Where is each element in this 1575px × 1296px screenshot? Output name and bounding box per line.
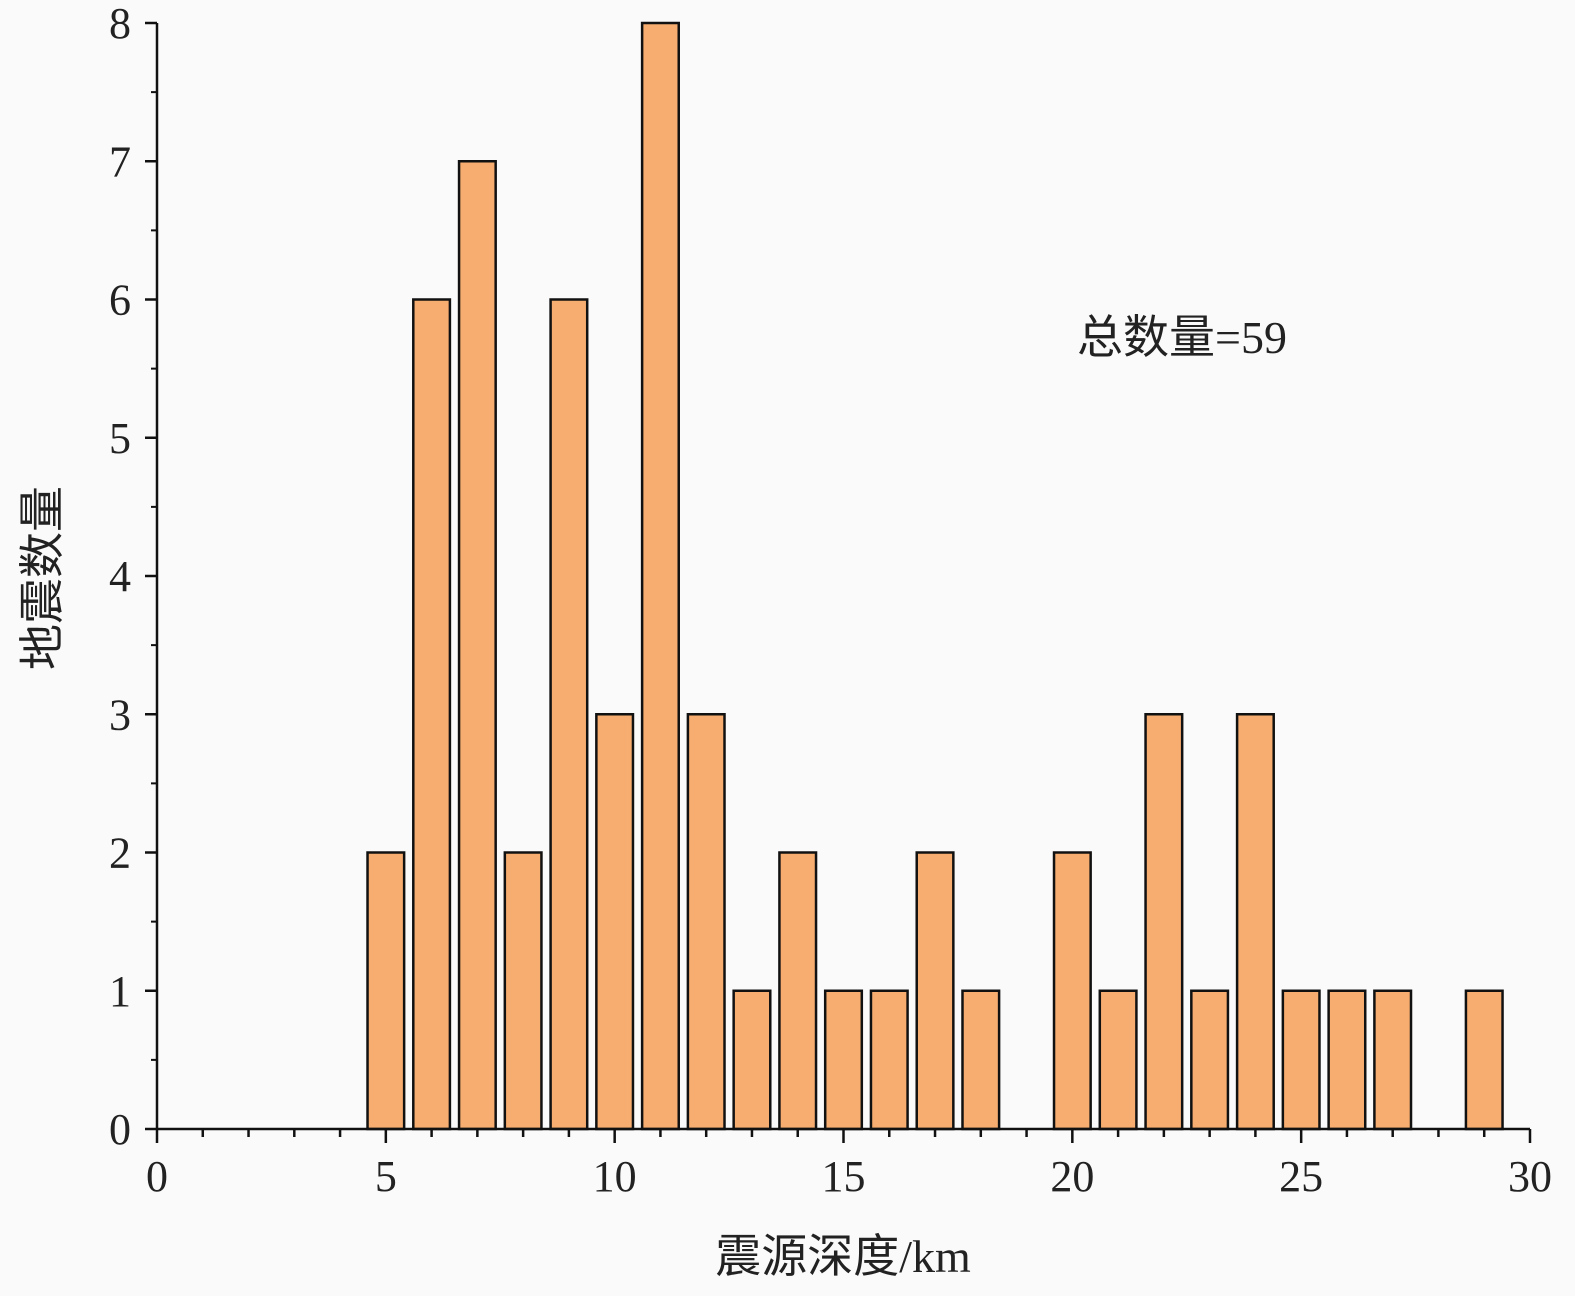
x-axis-title: 震源深度/km (715, 1231, 971, 1282)
bar-depth-16 (869, 989, 909, 1131)
y-tick-label-4: 4 (109, 552, 131, 601)
bar-depth-5 (366, 851, 406, 1131)
bar-depth-17 (915, 851, 955, 1131)
labels-layer: 震源深度/km 地震数量 总数量=59 (17, 312, 1287, 1282)
y-tick-label-6: 6 (109, 276, 131, 325)
axes-layer: 0 1 2 3 4 5 6 7 8 0 5 10 15 20 25 30 (109, 0, 1552, 1201)
total-count-annotation: 总数量=59 (1077, 312, 1287, 363)
bar-depth-23 (1190, 989, 1230, 1131)
bar-depth-7 (457, 160, 497, 1131)
bar-depth-9 (549, 298, 589, 1131)
bar-depth-13 (732, 989, 772, 1131)
x-tick-label-0: 0 (146, 1152, 168, 1201)
bar-depth-11 (640, 21, 680, 1131)
y-tick-label-1: 1 (109, 967, 131, 1016)
bars-layer (366, 21, 1504, 1131)
y-tick-label-3: 3 (109, 690, 131, 739)
bar-depth-8 (503, 851, 543, 1131)
bar-depth-26 (1327, 989, 1367, 1131)
y-tick-label-5: 5 (109, 414, 131, 463)
x-tick-label-5: 5 (375, 1152, 397, 1201)
bar-depth-22 (1144, 713, 1184, 1131)
y-tick-label-7: 7 (109, 137, 131, 186)
x-tick-label-25: 25 (1279, 1152, 1323, 1201)
bar-depth-20 (1052, 851, 1092, 1131)
y-axis-title: 地震数量 (17, 486, 68, 670)
y-tick-label-0: 0 (109, 1105, 131, 1154)
x-tick-label-10: 10 (593, 1152, 637, 1201)
bar-depth-21 (1098, 989, 1138, 1131)
bar-depth-6 (412, 298, 452, 1131)
bar-depth-10 (595, 713, 635, 1131)
x-tick-label-20: 20 (1050, 1152, 1094, 1201)
bar-depth-15 (823, 989, 864, 1131)
x-tick-label-15: 15 (822, 1152, 866, 1201)
bar-depth-27 (1373, 989, 1413, 1131)
bar-depth-18 (961, 989, 1001, 1131)
x-tick-label-30: 30 (1508, 1152, 1552, 1201)
y-tick-label-8: 8 (109, 0, 131, 48)
bar-depth-14 (778, 851, 818, 1131)
bar-depth-29 (1464, 989, 1504, 1131)
bar-depth-12 (686, 713, 726, 1131)
bar-depth-24 (1235, 713, 1275, 1131)
y-tick-label-2: 2 (109, 829, 131, 878)
bar-depth-25 (1281, 989, 1321, 1131)
